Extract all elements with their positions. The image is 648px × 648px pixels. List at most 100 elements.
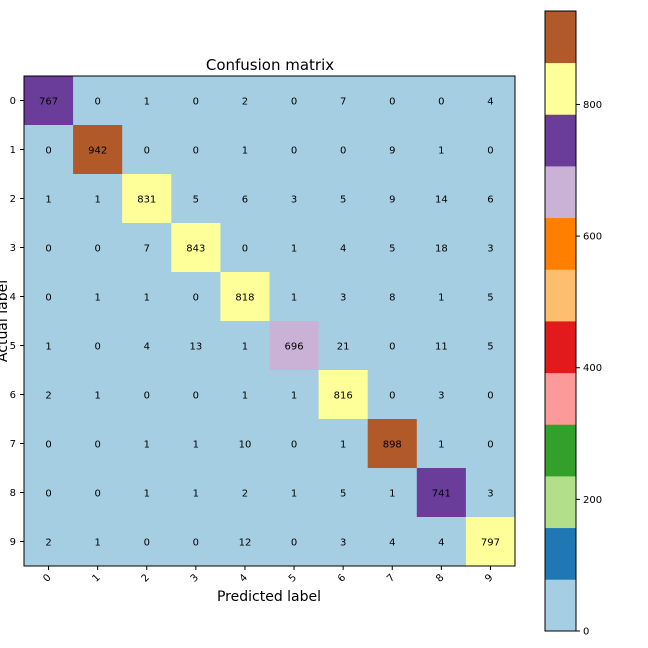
colorbar-segment — [545, 579, 576, 632]
cell-value-label: 5 — [340, 195, 346, 206]
cell-value-label: 6 — [487, 195, 493, 206]
cell-value-label: 0 — [193, 146, 199, 157]
cell-value-label: 3 — [291, 195, 297, 206]
cell-value-label: 1 — [242, 342, 248, 353]
x-tick-label: 9 — [483, 572, 495, 584]
heatmap-cell — [269, 419, 319, 469]
x-axis-label: Predicted label — [217, 589, 321, 605]
cell-value-label: 1 — [193, 489, 199, 500]
cell-value-label: 4 — [438, 538, 444, 549]
cell-value-label: 1 — [94, 195, 100, 206]
heatmap-cell — [367, 76, 418, 126]
cell-value-label: 0 — [242, 244, 248, 255]
cell-value-label: 0 — [94, 244, 100, 255]
heatmap-cell — [367, 272, 418, 322]
cell-value-label: 0 — [94, 97, 100, 108]
colorbar-frame — [544, 10, 577, 632]
cell-value-label: 14 — [435, 195, 448, 206]
heatmap-cell — [122, 468, 172, 518]
heatmap-cell — [24, 76, 74, 126]
colorbar-tick-label: 200 — [583, 495, 602, 506]
heatmap-cell — [171, 468, 221, 518]
y-tick-label: 1 — [10, 145, 16, 156]
x-tick-label: 2 — [140, 572, 152, 584]
cell-value-label: 7 — [340, 97, 346, 108]
cell-value-label: 0 — [291, 146, 297, 157]
x-axis-ticks: 0 1 2 3 4 5 6 7 8 9 — [41, 566, 496, 585]
cell-value-label: 1 — [291, 244, 297, 255]
colorbar — [545, 11, 576, 632]
cell-value-label: 5 — [193, 195, 199, 206]
heatmap-cell — [367, 223, 418, 273]
heatmap-cell — [73, 76, 123, 126]
cell-value-label: 0 — [144, 391, 150, 402]
cell-value-label: 0 — [291, 97, 297, 108]
heatmap-cell — [318, 76, 369, 126]
heatmap-cell — [367, 174, 418, 224]
cell-value-label: 2 — [242, 97, 248, 108]
heatmap-cell — [24, 370, 74, 420]
cell-value-label: 2 — [45, 538, 51, 549]
heatmap-cell — [171, 370, 221, 420]
cell-value-label: 1 — [45, 195, 51, 206]
heatmap-cell — [269, 76, 319, 126]
heatmap-cell — [318, 370, 369, 420]
heatmap-cell — [171, 125, 221, 175]
plot-frame — [23, 75, 516, 567]
heatmap-cell — [318, 419, 369, 469]
cell-value-label: 0 — [94, 489, 100, 500]
heatmap-cell — [220, 125, 270, 175]
cell-value-label: 11 — [435, 342, 448, 353]
colorbar-tick-label: 0 — [583, 627, 589, 638]
chart-title: Confusion matrix — [206, 56, 334, 74]
cell-value-label: 0 — [487, 391, 493, 402]
heatmap-cell — [465, 174, 516, 224]
cell-value-label: 741 — [432, 489, 451, 500]
heatmap-cell — [73, 370, 123, 420]
heatmap-cell — [465, 272, 516, 322]
heatmap-cell — [367, 468, 418, 518]
colorbar-segment — [545, 217, 576, 270]
cell-value-label: 0 — [291, 440, 297, 451]
heatmap-cell — [416, 321, 467, 371]
cell-value-label: 0 — [340, 146, 346, 157]
heatmap-cell — [73, 223, 123, 273]
cell-value-label: 0 — [291, 538, 297, 549]
heatmap-cell — [122, 174, 172, 224]
colorbar-segment — [545, 166, 576, 219]
cell-value-label: 12 — [239, 538, 252, 549]
heatmap-cell — [122, 272, 172, 322]
cell-value-label: 1 — [291, 293, 297, 304]
y-tick-label: 9 — [10, 537, 16, 548]
colorbar-tick-label: 400 — [583, 363, 602, 374]
heatmap-cell — [465, 76, 516, 126]
colorbar-segment — [545, 424, 576, 477]
heatmap-cell — [269, 468, 319, 518]
colorbar-segment — [545, 321, 576, 374]
cell-value-label: 831 — [137, 195, 156, 206]
cell-value-label: 0 — [389, 342, 395, 353]
heatmap-cell — [416, 174, 467, 224]
heatmap-cell — [24, 125, 74, 175]
colorbar-tick-label: 800 — [583, 100, 602, 111]
heatmap-cell — [416, 468, 467, 518]
cell-value-label: 0 — [487, 146, 493, 157]
heatmap-cell — [367, 321, 418, 371]
colorbar-tick-label: 600 — [583, 232, 602, 243]
heatmap-cell — [122, 76, 172, 126]
heatmap-cell — [122, 321, 172, 371]
x-tick-label: 5 — [287, 572, 299, 584]
heatmap-cell — [416, 370, 467, 420]
cell-value-label: 4 — [340, 244, 346, 255]
heatmap-cell — [122, 223, 172, 273]
y-tick-label: 3 — [10, 243, 16, 254]
cell-value-label: 3 — [487, 244, 493, 255]
heatmap-cell — [465, 321, 516, 371]
heatmap-cell — [318, 223, 369, 273]
heatmap-cell — [122, 370, 172, 420]
cell-value-label: 0 — [45, 244, 51, 255]
cell-value-label: 1 — [94, 538, 100, 549]
colorbar-segment — [545, 62, 576, 115]
heatmap-cell — [171, 419, 221, 469]
heatmap-cell — [73, 125, 123, 175]
